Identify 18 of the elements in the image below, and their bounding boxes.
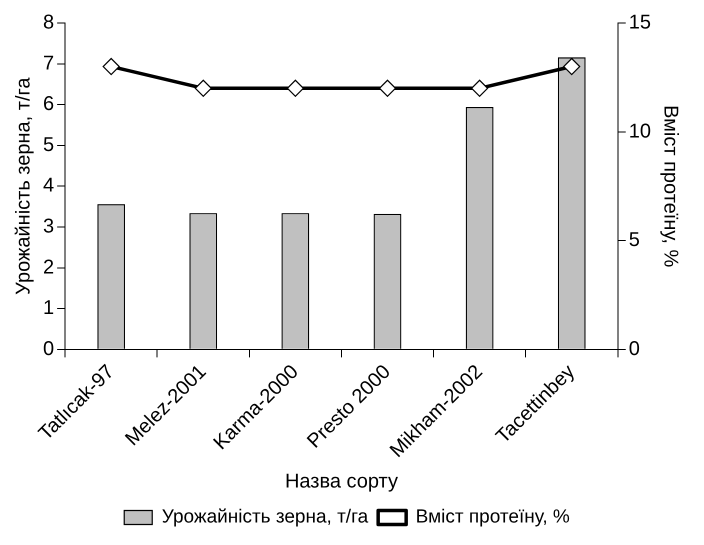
legend-label: Урожайність зерна, т/га	[162, 506, 369, 528]
y-tick-label: 2	[43, 256, 54, 278]
y-tick-label: 6	[43, 93, 54, 116]
legend-label: Вміст протеїну, %	[416, 506, 570, 528]
y2-axis-title: Вміст протеїну, %	[659, 105, 682, 268]
y-tick-label: 1	[43, 297, 54, 320]
x-axis-title: Назва сорту	[284, 470, 398, 493]
y2-tick-label: 10	[628, 120, 652, 142]
y-axis-title: Урожайність зерна, т/га	[12, 76, 35, 295]
y2-tick-label: 5	[628, 229, 640, 252]
y2-tick-label: 15	[628, 12, 652, 34]
y-tick-label: 7	[43, 52, 54, 74]
y-tick-label: 4	[43, 174, 54, 197]
y-tick-label: 5	[43, 134, 54, 156]
y-tick-label: 0	[43, 338, 54, 360]
y-tick-label: 8	[43, 12, 54, 34]
y-tick-label: 3	[43, 215, 54, 238]
y2-tick-label: 0	[628, 338, 640, 360]
